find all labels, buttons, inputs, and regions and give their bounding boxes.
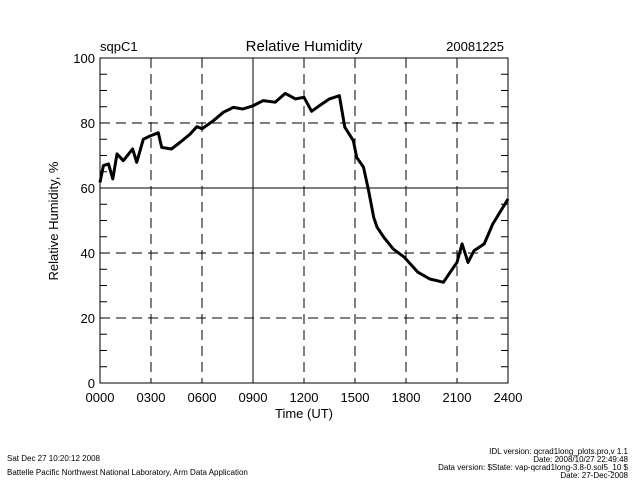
y-tick-label: 80 bbox=[81, 116, 95, 131]
footer-idl-date: Date: 2008/10/27 22:49:48 bbox=[533, 455, 628, 464]
y-tick-label: 60 bbox=[81, 181, 95, 196]
x-tick-label: 2400 bbox=[494, 390, 523, 405]
grid-lines bbox=[100, 58, 508, 383]
footer-timestamp: Sat Dec 27 10:20:12 2008 bbox=[7, 454, 100, 463]
footer-organization: Battelle Pacific Northwest National Labo… bbox=[7, 468, 248, 477]
x-tick-label: 0000 bbox=[86, 390, 115, 405]
x-tick-label: 1500 bbox=[341, 390, 370, 405]
series-line-relative-humidity bbox=[98, 91, 510, 284]
plot-frame bbox=[99, 57, 509, 384]
y-tick-label: 40 bbox=[81, 246, 95, 261]
axis-ticks bbox=[100, 57, 508, 384]
x-tick-label: 1800 bbox=[392, 390, 421, 405]
date-label: 20081225 bbox=[446, 39, 504, 54]
footer-idl-version: IDL version: qcrad1long_plots.pro,v 1.1 bbox=[489, 447, 628, 456]
y-tick-label: 0 bbox=[88, 376, 95, 391]
x-tick-label: 0600 bbox=[188, 390, 217, 405]
site-label: sqpC1 bbox=[100, 39, 138, 54]
x-tick-label: 0300 bbox=[137, 390, 166, 405]
chart-title: Relative Humidity bbox=[246, 38, 363, 55]
y-axis-label: Relative Humidity, % bbox=[46, 161, 61, 280]
x-tick-label: 2100 bbox=[443, 390, 472, 405]
footer-data-version: Data version: $State: vap-qcrad1long-3.8… bbox=[438, 463, 628, 472]
x-axis-label: Time (UT) bbox=[275, 406, 333, 421]
x-tick-label: 1200 bbox=[290, 390, 319, 405]
y-tick-label: 20 bbox=[81, 311, 95, 326]
x-tick-label: 0900 bbox=[239, 390, 268, 405]
x-tick-labels: 0000 0300 0600 0900 1200 1500 1800 2100 2400 bbox=[86, 390, 523, 405]
y-tick-labels: 0 20 40 60 80 100 bbox=[73, 51, 95, 391]
footer-data-date: Date: 27-Dec-2008 bbox=[560, 471, 628, 480]
y-tick-label: 100 bbox=[73, 51, 95, 66]
